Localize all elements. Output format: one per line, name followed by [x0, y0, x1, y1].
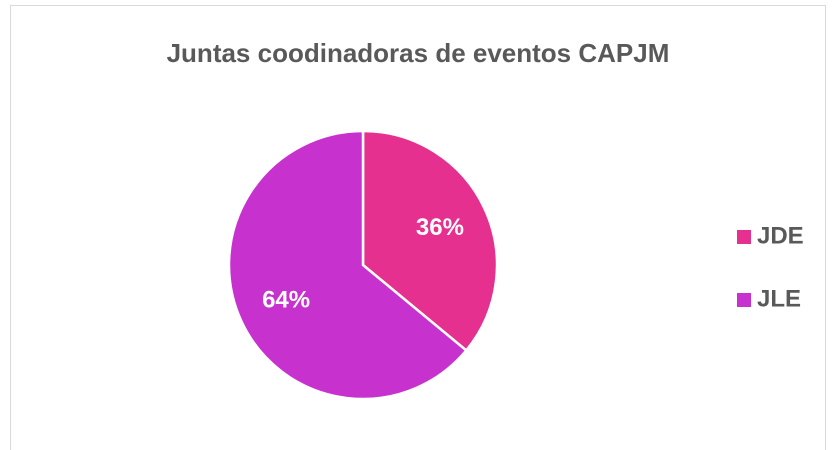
chart-title: Juntas coodinadoras de eventos CAPJM [167, 38, 670, 68]
pie-slice [361, 129, 499, 353]
legend-swatch [737, 230, 751, 244]
legend-label: JDE [757, 222, 804, 249]
legend-swatch [737, 293, 751, 307]
data-label: 36% [416, 214, 464, 241]
pie-slice [227, 129, 469, 401]
legend-label: JLE [757, 285, 801, 312]
data-label: 64% [262, 287, 310, 314]
